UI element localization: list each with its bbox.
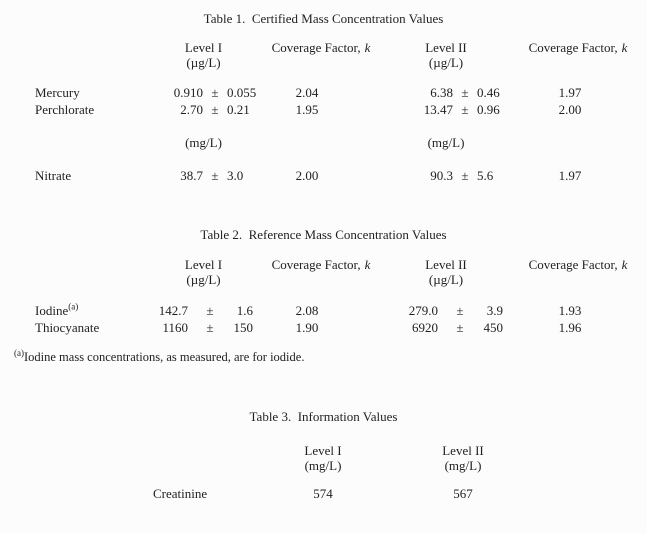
table2-header-coverage1: Coverage Factor, k [272,257,371,272]
level1-value: 2.70 [180,102,203,117]
level1-uncertainty: 1.6 [236,303,253,318]
coverage-label: Coverage Factor, [271,40,361,55]
table3-title: Table 3. Information Values [249,409,398,424]
plus-minus-sign: ± [206,303,214,318]
level1-value: 38.7 [180,168,203,183]
substance-label: Thiocyanate [35,320,100,335]
row-nitrate: Nitrate 38.7 ± 3.0 2.00 90.3 ± 5.6 1.97 [0,167,647,184]
coverage-factor-1: 1.95 [295,102,319,117]
row-mercury: Mercury 0.910 ± 0.055 2.04 6.38 ± 0.46 1… [0,84,647,101]
coverage-k-symbol: k [621,257,628,272]
table2: Table 2. Reference Mass Concentration Va… [0,228,647,336]
table2-header-level2: Level II [425,257,467,272]
level1-value: 574 [313,486,333,501]
level2-uncertainty: 3.9 [486,303,503,318]
table1-header-unit-level1: (µg/L) [186,55,221,70]
unit-mg-level2: (mg/L) [427,135,465,150]
row-perchlorate: Perchlorate 2.70 ± 0.21 1.95 13.47 ± 0.9… [0,101,647,118]
level2-value: 279.0 [408,303,438,318]
coverage-k-symbol: k [364,257,371,272]
plus-minus-sign: ± [461,168,469,183]
plus-minus-sign: ± [211,85,219,100]
footnote-marker: (a) [68,301,79,312]
plus-minus-sign: ± [461,85,469,100]
plus-minus-sign: ± [456,303,464,318]
substance-label: Mercury [35,85,80,100]
plus-minus-sign: ± [211,102,219,117]
level2-value: 567 [453,486,473,501]
footnote-text: Iodine mass concentrations, as measured,… [24,350,305,364]
table2-header-unit-level1: (µg/L) [186,272,221,287]
coverage-label: Coverage Factor, [528,40,618,55]
substance-label: Perchlorate [35,102,95,117]
substance-text: Iodine [35,303,69,318]
table3-header-unit-level2: (mg/L) [444,458,482,473]
coverage-factor-1: 2.00 [295,168,319,183]
coverage-factor-1: 2.04 [295,85,319,100]
coverage-factor-2: 1.93 [558,303,582,318]
table3-unit-header-row: (mg/L) (mg/L) [0,458,647,473]
table2-footnote: (a)Iodine mass concentrations, as measur… [14,347,305,365]
coverage-k-symbol: k [364,40,371,55]
table2-header-level1: Level I [184,257,223,272]
level1-uncertainty: 150 [233,320,254,335]
level1-value: 0.910 [173,85,203,100]
level2-value: 6920 [412,320,438,335]
plus-minus-sign: ± [211,168,219,183]
plus-minus-sign: ± [456,320,464,335]
level1-uncertainty: 3.0 [227,168,244,183]
plus-minus-sign: ± [206,320,214,335]
table3-header-level2: Level II [442,443,484,458]
level2-uncertainty: 0.96 [477,102,500,117]
coverage-factor-2: 1.97 [558,168,582,183]
coverage-label: Coverage Factor, [528,257,618,272]
level1-uncertainty: 0.21 [227,102,250,117]
level2-uncertainty: 0.46 [477,85,500,100]
coverage-factor-2: 1.97 [558,85,582,100]
table2-header-row: Level I Coverage Factor, k Level II Cover… [0,257,647,272]
level2-value: 6.38 [430,85,453,100]
coverage-factor-2: 1.96 [558,320,582,335]
table1-mg-unit-row: (mg/L) (mg/L) [0,135,647,150]
table1-header-coverage1: Coverage Factor, k [272,40,371,55]
level1-value: 1160 [162,320,188,335]
table1-title: Table 1. Certified Mass Concentration Va… [203,11,444,26]
table1-header-level1: Level I [184,40,223,55]
level1-uncertainty: 0.055 [227,85,257,100]
table3: Table 3. Information Values Level I Leve… [0,410,647,502]
level2-uncertainty: 450 [483,320,504,335]
level1-value: 142.7 [158,303,188,318]
table2-header-coverage2: Coverage Factor, k [525,257,631,272]
level2-value: 90.3 [430,168,453,183]
coverage-label: Coverage Factor, [271,257,361,272]
table1-header-row: Level I Coverage Factor, k Level II Cover… [0,40,647,55]
table2-unit-header-row: (µg/L) (µg/L) [0,272,647,287]
plus-minus-sign: ± [461,102,469,117]
table1: Table 1. Certified Mass Concentration Va… [0,12,647,184]
substance-label: Nitrate [35,168,72,183]
table1-unit-header-row: (µg/L) (µg/L) [0,55,647,70]
table3-header-row: Level I Level II [0,443,647,458]
row-iodine: Iodine(a) 142.7 ± 1.6 2.08 279.0 ± 3.9 1… [0,302,647,319]
table1-header-coverage2: Coverage Factor, k [525,40,631,55]
coverage-k-symbol: k [621,40,628,55]
table2-title: Table 2. Reference Mass Concentration Va… [200,227,447,242]
row-creatinine: Creatinine 574 567 [0,485,647,502]
level2-uncertainty: 5.6 [477,168,494,183]
coverage-factor-1: 2.08 [295,303,319,318]
row-thiocyanate: Thiocyanate 1160 ± 150 1.90 6920 ± 450 1… [0,319,647,336]
table3-header-unit-level1: (mg/L) [304,458,342,473]
table3-header-level1: Level I [304,443,342,458]
coverage-factor-1: 1.90 [295,320,319,335]
table2-header-unit-level2: (µg/L) [428,272,464,287]
footnote-marker: (a) [14,347,24,358]
level2-value: 13.47 [423,102,453,117]
coverage-factor-2: 2.00 [558,102,582,117]
table1-header-unit-level2: (µg/L) [428,55,464,70]
substance-label: Creatinine [153,486,208,501]
substance-label: Iodine(a) [30,302,158,319]
unit-mg-level1: (mg/L) [185,135,222,150]
table1-header-level2: Level II [425,40,467,55]
